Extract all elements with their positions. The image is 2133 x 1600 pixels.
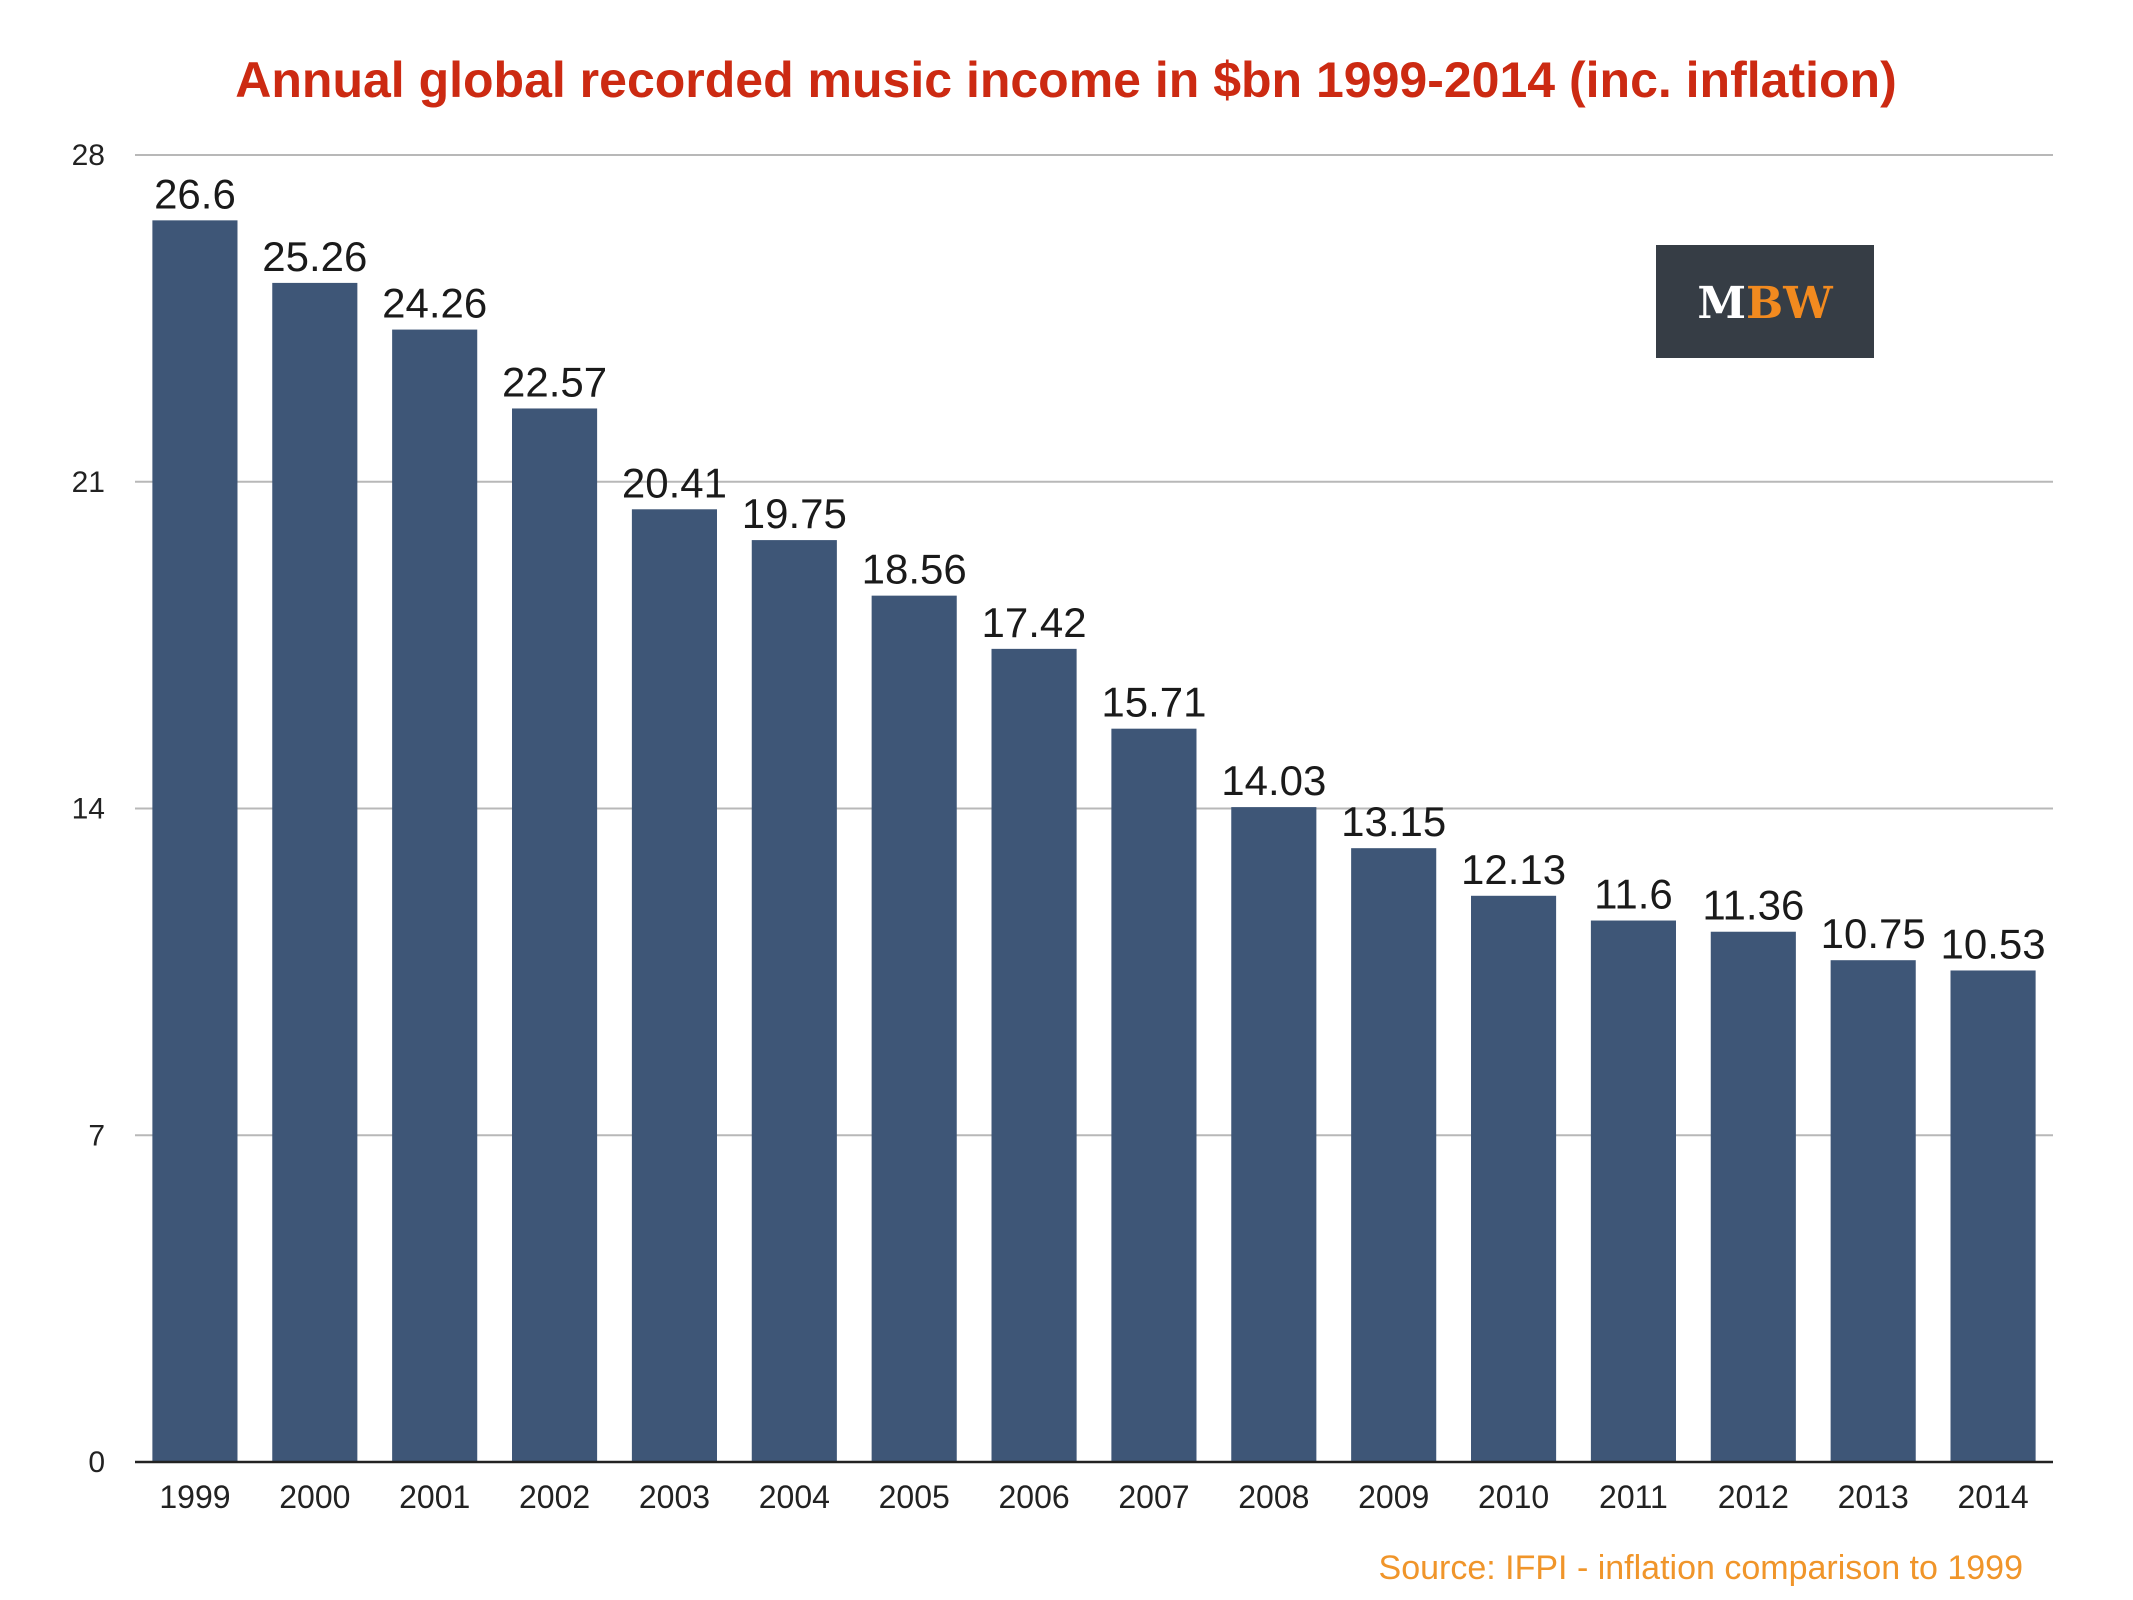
x-tick-label: 2008 [1238,1479,1309,1515]
y-tick-label: 7 [88,1119,105,1152]
data-label: 13.15 [1341,798,1446,845]
x-tick-label: 2009 [1358,1479,1429,1515]
source-note: Source: IFPI - inflation comparison to 1… [1379,1549,2023,1587]
data-labels: 26.6 25.26 24.26 22.57 20.41 19.75 18.56 17.42 1… [154,170,2046,967]
logo-text-bw: BW [1746,278,1833,329]
bar [1231,807,1317,1462]
y-tick-label: 28 [72,139,105,172]
bar [871,595,957,1462]
data-label: 10.53 [1941,920,2046,967]
data-label: 22.57 [502,358,607,405]
bar [1950,970,2036,1462]
chart-title: Annual global recorded music income in $… [235,52,1896,108]
bar [272,282,358,1462]
data-label: 15.71 [1101,679,1206,726]
x-tick-label: 2003 [639,1479,710,1515]
bar [152,220,238,1463]
data-label: 26.6 [154,170,236,217]
data-label: 25.26 [262,233,367,280]
data-label: 11.36 [1702,882,1804,929]
x-tick-label: 2014 [1957,1479,2028,1515]
data-label: 14.03 [1221,757,1326,804]
bar [392,329,478,1462]
data-label: 19.75 [742,490,847,537]
data-label: 18.56 [862,546,967,593]
data-label: 17.42 [982,599,1087,646]
bar [1111,728,1197,1462]
bar [1590,920,1676,1462]
x-axis: 1999 2000 2001 2002 2003 2004 2005 2006 2007 2008… [159,1479,2028,1515]
svg-text:MBW: MBW [1697,278,1833,329]
y-tick-label: 21 [72,466,105,499]
x-tick-label: 2001 [399,1479,470,1515]
bar [1351,848,1437,1462]
bars [152,220,2036,1463]
bar [991,648,1077,1462]
bar [512,408,598,1463]
x-tick-label: 2005 [879,1479,950,1515]
x-tick-label: 2010 [1478,1479,1549,1515]
data-label: 10.75 [1821,910,1926,957]
bar [1710,931,1796,1462]
x-tick-label: 2011 [1599,1479,1668,1515]
y-tick-label: 0 [88,1446,105,1479]
bar [631,509,717,1462]
data-label: 20.41 [622,459,727,506]
bar [751,540,837,1462]
mbw-logo: MBW [1656,245,1874,358]
x-tick-label: 2007 [1118,1479,1189,1515]
data-label: 11.6 [1594,871,1673,918]
bar [1830,960,1916,1462]
x-tick-label: 2004 [759,1479,830,1515]
x-tick-label: 2000 [279,1479,350,1515]
y-axis: 0 7 14 21 28 [72,139,2053,1479]
x-tick-label: 1999 [159,1479,230,1515]
x-tick-label: 2002 [519,1479,590,1515]
bar [1471,895,1557,1462]
y-tick-label: 14 [72,793,105,826]
x-tick-label: 2013 [1838,1479,1909,1515]
data-label: 24.26 [382,280,487,327]
data-label: 12.13 [1461,846,1566,893]
x-tick-label: 2006 [998,1479,1069,1515]
x-tick-label: 2012 [1718,1479,1789,1515]
logo-text-m: M [1697,278,1746,329]
